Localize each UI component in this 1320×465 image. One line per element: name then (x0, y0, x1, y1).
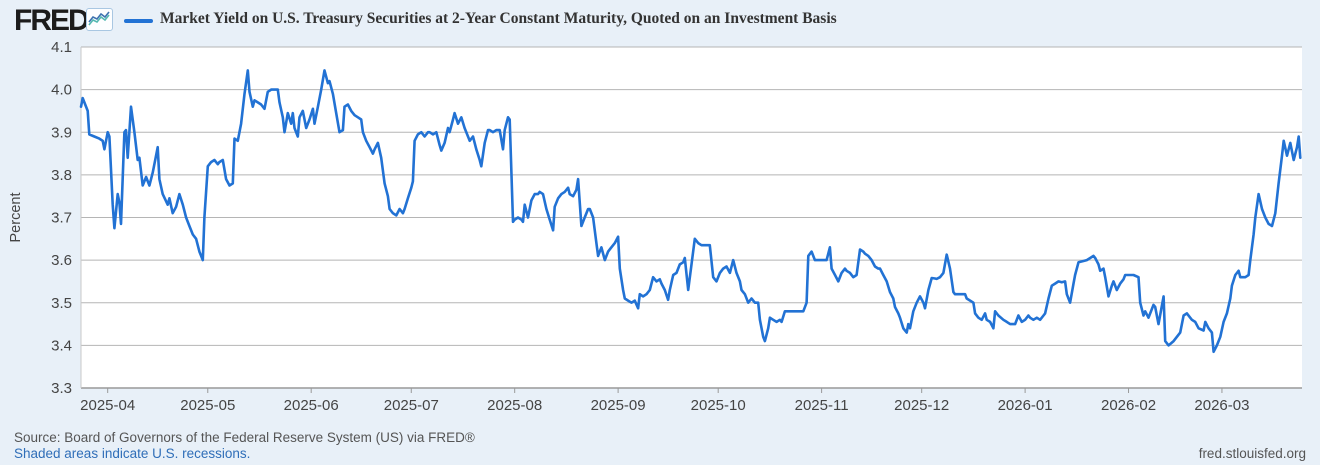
fred-chart-icon (86, 8, 113, 31)
x-tick-label: 2025-04 (80, 397, 135, 414)
y-tick-label: 3.6 (51, 252, 72, 269)
x-tick-label: 2025-12 (894, 397, 949, 414)
chart-title: Market Yield on U.S. Treasury Securities… (160, 10, 837, 27)
x-tick-label: 2026-02 (1101, 397, 1156, 414)
y-tick-label: 4.1 (51, 39, 72, 56)
source-note: Source: Board of Governors of the Federa… (14, 430, 475, 445)
x-tick-label: 2026-03 (1194, 397, 1249, 414)
x-tick-label: 2025-09 (591, 397, 646, 414)
series-line[interactable] (79, 69, 1302, 354)
site-url: fred.stlouisfed.org (1198, 446, 1306, 461)
x-tick-label: 2025-07 (384, 397, 439, 414)
y-tick-label: 3.5 (51, 295, 72, 312)
y-tick-label: 3.8 (51, 167, 72, 184)
y-axis-title: Percent (8, 193, 24, 243)
y-tick-label: 4.0 (51, 82, 72, 99)
legend-line-swatch (124, 19, 153, 23)
recessions-link[interactable]: Shaded areas indicate U.S. recessions. (14, 446, 251, 461)
x-tick-label: 2026-01 (998, 397, 1053, 414)
x-tick-label: 2025-08 (487, 397, 542, 414)
fred-logo-text: FRED (14, 4, 90, 37)
y-tick-label: 3.3 (51, 380, 72, 397)
fred-chart-icon-svg (88, 11, 110, 26)
x-tick-label: 2025-10 (691, 397, 746, 414)
y-tick-label: 3.4 (51, 337, 72, 354)
yield-chart[interactable]: 4.1 4.0 3.9 3.8 3.7 3.6 3.5 3.4 3.3 2025-04 2025-0… (0, 0, 1320, 420)
x-tick-label: 2025-06 (284, 397, 339, 414)
y-tick-label: 3.9 (51, 124, 72, 141)
x-tick-label: 2025-11 (795, 397, 849, 414)
x-tick-label: 2025-05 (180, 397, 235, 414)
y-tick-label: 3.7 (51, 210, 72, 227)
